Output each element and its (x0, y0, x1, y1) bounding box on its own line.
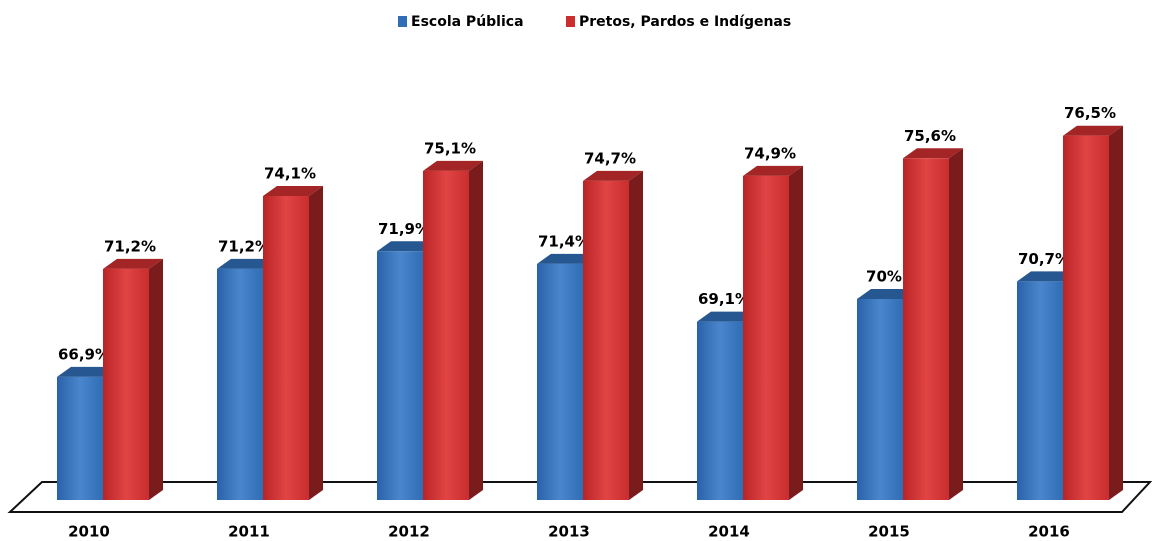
bar-front (263, 195, 309, 501)
value-label: 75,1% (424, 139, 476, 157)
x-tick-label: 2010 (68, 523, 110, 541)
bar (263, 185, 323, 501)
x-tick-label: 2014 (708, 523, 750, 541)
bar-front (743, 175, 789, 500)
value-label: 70% (866, 268, 902, 286)
bar-front (57, 376, 103, 500)
value-label: 70,7% (1018, 250, 1070, 268)
bar-front (583, 180, 629, 500)
bar-front (1017, 281, 1063, 500)
x-tick-label: 2011 (228, 523, 270, 541)
legend-swatch (566, 16, 575, 27)
x-tick-label: 2015 (868, 523, 910, 541)
x-tick-label: 2012 (388, 523, 430, 541)
value-label: 75,6% (904, 127, 956, 145)
bar-side (469, 160, 483, 501)
bar-front (697, 321, 743, 500)
legend-label: Escola Pública (411, 14, 524, 30)
value-label: 74,7% (584, 149, 636, 167)
bar-top (263, 185, 323, 196)
bar-side (149, 258, 163, 500)
value-label: 71,2% (104, 237, 156, 255)
bar-front (423, 170, 469, 501)
value-label: 74,1% (264, 164, 316, 182)
bar-top (1017, 271, 1077, 282)
bar-front (103, 268, 149, 500)
bar-front (377, 251, 423, 500)
value-label: 74,9% (744, 144, 796, 162)
legend-label: Pretos, Pardos e Indígenas (579, 14, 791, 30)
bar-top (217, 258, 277, 269)
bar-top (857, 289, 917, 299)
bar-front (537, 263, 583, 500)
bar (103, 258, 163, 500)
bar-top (377, 241, 437, 252)
bar-side (309, 185, 323, 501)
x-tick-label: 2016 (1028, 523, 1070, 541)
value-label: 76,5% (1064, 104, 1116, 122)
bar-side (629, 170, 643, 500)
bar-top (697, 311, 757, 322)
legend-swatch (398, 16, 407, 27)
bar-side (1109, 125, 1123, 500)
bar (903, 148, 963, 501)
bar-top (903, 148, 963, 159)
x-tick-label: 2013 (548, 523, 590, 541)
bar-top (103, 258, 163, 269)
bar-side (789, 165, 803, 500)
value-label: 71,9% (378, 220, 430, 238)
bar-front (1063, 135, 1109, 500)
bar-top (423, 160, 483, 171)
bar-front (857, 299, 903, 500)
bar-side (949, 148, 963, 501)
bar-front (903, 158, 949, 501)
bar (583, 170, 643, 500)
bar-top (583, 170, 643, 181)
legend: Escola Pública Pretos, Pardos e Indígenas (398, 14, 791, 30)
value-label: 71,4% (538, 232, 590, 250)
bar (1063, 125, 1123, 500)
bar-top (743, 165, 803, 176)
bar (423, 160, 483, 501)
bar-top (537, 253, 597, 264)
value-label: 66,9% (58, 345, 110, 363)
bar-top (57, 366, 117, 377)
bar-top (1063, 125, 1123, 136)
value-label: 71,2% (218, 237, 270, 255)
bar-front (217, 268, 263, 500)
bar (743, 165, 803, 500)
value-label: 69,1% (698, 290, 750, 308)
